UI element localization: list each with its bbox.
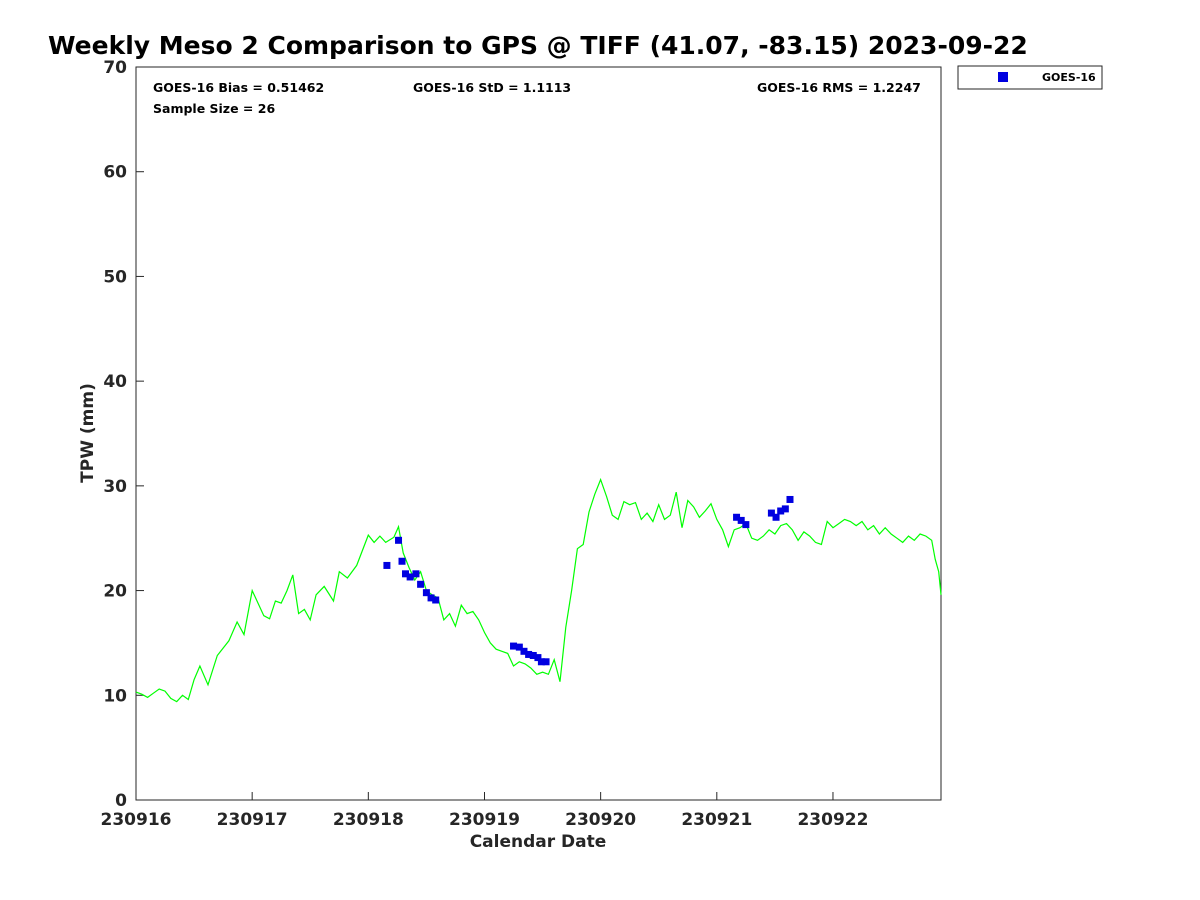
y-tick-label: 60 bbox=[103, 163, 127, 183]
goes16-point bbox=[542, 658, 550, 666]
x-tick-label: 230921 bbox=[681, 810, 752, 830]
rms-stat: GOES-16 RMS = 1.2247 bbox=[757, 80, 921, 95]
y-axis: 0 10 20 30 40 50 60 70 bbox=[103, 58, 144, 811]
goes16-point bbox=[529, 651, 537, 659]
x-tick-label: 230922 bbox=[797, 810, 868, 830]
y-tick-label: 20 bbox=[103, 582, 127, 602]
bias-stat: GOES-16 Bias = 0.51462 bbox=[153, 80, 324, 95]
goes16-point bbox=[767, 509, 775, 517]
goes16-point bbox=[406, 573, 414, 581]
goes16-point bbox=[412, 570, 420, 578]
goes16-point bbox=[737, 516, 745, 524]
y-tick-label: 0 bbox=[115, 791, 127, 811]
x-tick-label: 230916 bbox=[101, 810, 172, 830]
goes16-point bbox=[432, 596, 440, 604]
goes16-point bbox=[427, 594, 435, 602]
y-axis-label: TPW (mm) bbox=[78, 383, 98, 483]
goes16-point bbox=[510, 642, 518, 650]
legend-label: GOES-16 bbox=[1042, 71, 1096, 84]
goes16-point bbox=[398, 557, 406, 565]
goes16-point bbox=[520, 647, 528, 655]
goes16-point bbox=[786, 495, 794, 503]
goes16-point bbox=[417, 580, 425, 588]
std-stat: GOES-16 StD = 1.1113 bbox=[413, 80, 571, 95]
goes16-series bbox=[383, 495, 794, 666]
goes16-point bbox=[401, 570, 409, 578]
x-axis-label: Calendar Date bbox=[470, 832, 607, 852]
goes16-point bbox=[772, 513, 780, 521]
goes16-point bbox=[395, 536, 403, 544]
goes16-point bbox=[383, 561, 391, 569]
goes16-point bbox=[515, 643, 523, 651]
gps-series bbox=[135, 477, 942, 703]
x-tick-label: 230917 bbox=[217, 810, 288, 830]
legend-box bbox=[957, 65, 1103, 90]
plot-frame bbox=[135, 66, 942, 801]
goes16-point bbox=[733, 513, 741, 521]
goes16-point bbox=[777, 507, 785, 515]
gps-tpw-line bbox=[135, 477, 942, 703]
goes16-point bbox=[537, 658, 545, 666]
legend-marker bbox=[998, 72, 1008, 82]
y-tick-label: 40 bbox=[103, 372, 127, 392]
sample-size-stat: Sample Size = 26 bbox=[153, 101, 275, 116]
legend: GOES-16 bbox=[957, 65, 1103, 90]
goes16-point bbox=[742, 521, 750, 529]
chart-title: Weekly Meso 2 Comparison to GPS @ TIFF (… bbox=[48, 31, 1028, 60]
goes16-point bbox=[781, 505, 789, 513]
x-tick-label: 230919 bbox=[449, 810, 520, 830]
goes16-point bbox=[422, 589, 430, 597]
y-tick-label: 50 bbox=[103, 267, 127, 287]
goes16-point bbox=[525, 650, 533, 658]
x-tick-label: 230918 bbox=[333, 810, 404, 830]
goes16-point bbox=[534, 654, 542, 662]
y-tick-label: 70 bbox=[103, 58, 127, 78]
x-tick-label: 230920 bbox=[565, 810, 636, 830]
y-tick-label: 10 bbox=[103, 686, 127, 706]
x-axis: 230916 230917 230918 230919 230920 230921 2309… bbox=[101, 792, 868, 830]
y-tick-label: 30 bbox=[103, 477, 127, 497]
